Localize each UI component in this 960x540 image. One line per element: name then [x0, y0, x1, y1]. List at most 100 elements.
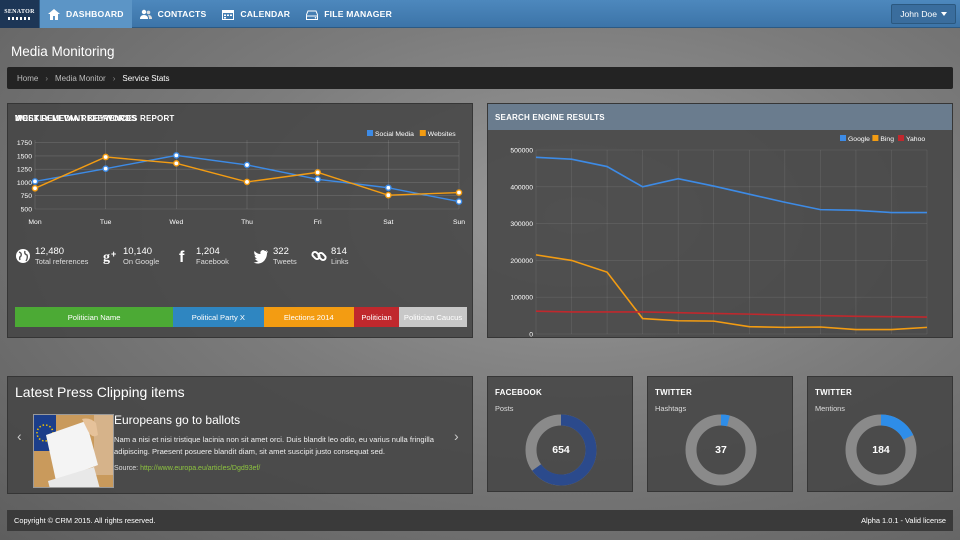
legend-label: Yahoo	[906, 136, 925, 143]
data-point[interactable]	[314, 175, 321, 183]
y-tick-label: 1000	[17, 180, 32, 187]
weekly-report-panel: WEEKLY MEDIA REFERENCES REPORT 500 750 100…	[7, 103, 473, 338]
data-point[interactable]	[31, 178, 39, 185]
chevron-right-icon[interactable]: ›	[454, 428, 459, 444]
series-line	[535, 254, 928, 331]
nav-label: CONTACTS	[157, 9, 207, 19]
mini-title: TWITTER	[815, 388, 852, 397]
mini-value: 184	[872, 444, 890, 456]
logo-stripe	[7, 16, 32, 20]
mini-title: FACEBOOK	[495, 388, 542, 397]
stat-label: Total references	[35, 257, 89, 266]
data-point[interactable]	[243, 178, 251, 186]
y-tick-label: 400000	[510, 184, 533, 191]
mini-value: 37	[715, 444, 727, 456]
svg-text:g: g	[103, 250, 110, 264]
y-tick-label: 750	[21, 193, 33, 200]
mini-subtitle: Posts	[495, 404, 514, 413]
data-point[interactable]	[31, 185, 39, 192]
stat-label: Tweets	[273, 257, 297, 266]
source-link[interactable]: http://www.europa.eu/articles/Dgd93ef/	[140, 465, 261, 472]
svg-text:f: f	[179, 249, 185, 264]
breadcrumb-current: Service Stats	[122, 73, 170, 83]
chevron-right-icon: ›	[112, 73, 116, 83]
article-source: Source: http://www.europa.eu/articles/Dg…	[114, 465, 260, 472]
twitter-icon	[253, 250, 268, 264]
google-plus-icon: g +	[103, 249, 116, 264]
stat-label: Links	[331, 257, 349, 266]
globe-icon	[16, 249, 30, 263]
data-point[interactable]	[385, 184, 392, 192]
twitter-mentions-panel: TWITTER Mentions 184	[807, 376, 953, 492]
stat-value: 1,204	[196, 246, 220, 257]
brand-logo[interactable]: SENATOR	[0, 0, 40, 28]
weekly-report-title: WEEKLY MEDIA REFERENCES REPORT	[15, 114, 175, 123]
twitter-mentions-donut	[845, 414, 917, 486]
y-tick-label: 1750	[17, 140, 32, 147]
chevron-left-icon[interactable]: ‹	[17, 428, 22, 444]
y-tick-label: 500000	[510, 148, 533, 155]
stat-links: 814 Links	[311, 246, 371, 266]
donut-fill	[845, 414, 917, 486]
stat-total-references: 12,480 Total references	[15, 246, 103, 266]
nav-contacts[interactable]: CONTACTS	[132, 0, 215, 28]
footer-version: Alpha 1.0.1 - Valid license	[861, 516, 946, 525]
breadcrumb: Home › Media Monitor › Service Stats	[7, 67, 953, 89]
main-nav: DASHBOARD CONTACTS CALENDAR FILE MANAGER	[40, 0, 400, 28]
data-point[interactable]	[385, 191, 392, 199]
keyword-political-party-x[interactable]: Political Party X	[173, 307, 264, 327]
data-point[interactable]	[314, 169, 321, 176]
data-point[interactable]	[455, 189, 463, 196]
legend-swatch	[840, 135, 846, 141]
nav-calendar[interactable]: CALENDAR	[214, 0, 298, 28]
stats-row: 12,480 Total references g + 10,140 On Googl…	[15, 246, 371, 266]
y-tick-label: 0	[529, 332, 533, 339]
x-tick-label: Thu	[241, 219, 253, 226]
legend-label: Social Media	[375, 131, 414, 138]
y-tick-label: 500	[21, 207, 33, 214]
data-point[interactable]	[102, 165, 109, 172]
stat-value: 10,140	[123, 246, 153, 257]
legend-label: Google	[848, 136, 870, 143]
mini-title: TWITTER	[655, 388, 692, 397]
stat-tweets: 322 Tweets	[253, 246, 311, 266]
nav-file-manager[interactable]: FILE MANAGER	[298, 0, 400, 28]
ballot-image	[34, 415, 113, 487]
breadcrumb-media-monitor[interactable]: Media Monitor	[55, 73, 106, 83]
search-panel-header: SEARCH ENGINE RESULTS	[488, 104, 952, 130]
nav-dashboard[interactable]: DASHBOARD	[40, 0, 132, 28]
calendar-icon	[222, 9, 235, 20]
nav-label: FILE MANAGER	[324, 9, 393, 19]
keyword-politician[interactable]: Politician	[353, 307, 400, 327]
x-tick-label: Sat	[383, 219, 393, 226]
top-navbar: SENATOR DASHBOARD CONTACTS CALENDAR FILE…	[0, 0, 960, 28]
nav-label: DASHBOARD	[66, 9, 124, 19]
y-tick-label: 300000	[510, 221, 533, 228]
data-point[interactable]	[455, 198, 463, 205]
article-title[interactable]: Europeans go to ballots	[114, 413, 241, 427]
data-point[interactable]	[173, 152, 180, 159]
keyword-politician-name[interactable]: Politician Name	[15, 307, 174, 327]
data-point[interactable]	[243, 161, 251, 169]
y-tick-label: 1500	[17, 153, 32, 160]
y-tick-label: 100000	[510, 295, 533, 302]
search-engine-panel: SEARCH ENGINE RESULTS 0 100000 200000 30000…	[487, 103, 953, 339]
breadcrumb-home[interactable]: Home	[17, 73, 39, 83]
data-point[interactable]	[102, 153, 109, 161]
data-point[interactable]	[173, 160, 180, 167]
mini-value: 654	[552, 444, 570, 456]
keyword-elections-2014[interactable]: Elections 2014	[263, 307, 354, 327]
legend-swatch	[419, 130, 426, 136]
user-menu-button[interactable]: John Doe	[891, 4, 956, 24]
donut-fill	[525, 414, 597, 486]
nav-label: CALENDAR	[240, 9, 291, 19]
article-thumbnail[interactable]	[33, 414, 114, 488]
series-line	[535, 156, 927, 214]
logo-text: SENATOR	[4, 8, 35, 15]
keyword-politician-caucus[interactable]: Politician Caucus	[399, 307, 467, 327]
users-icon	[139, 9, 152, 19]
press-clipping-panel: Latest Press Clipping items ‹ › European…	[7, 376, 473, 494]
search-engine-chart: 0100000200000300000400000500000123456789…	[510, 135, 928, 339]
stat-label: Facebook	[196, 257, 229, 266]
user-name: John Doe	[900, 9, 937, 19]
